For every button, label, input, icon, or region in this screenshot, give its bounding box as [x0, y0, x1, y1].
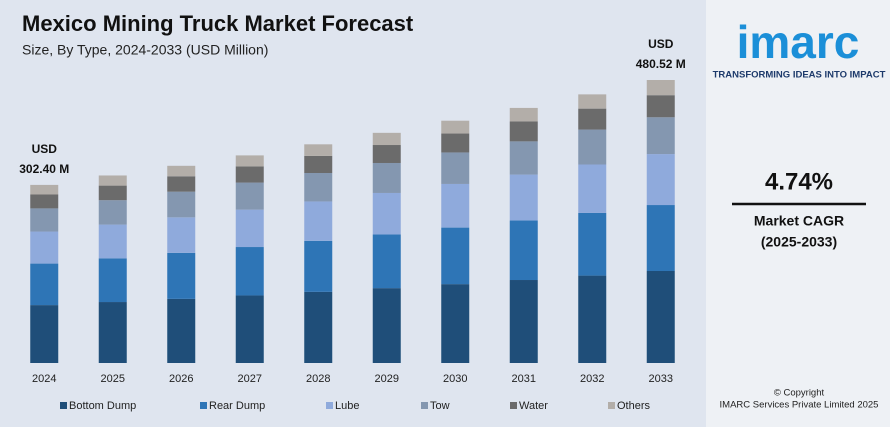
legend-swatch	[60, 402, 67, 409]
bar-segment	[509, 174, 538, 221]
bar-segment	[235, 247, 264, 296]
total-label: USD	[32, 142, 58, 156]
bar-segment	[441, 227, 470, 285]
bar-segment	[372, 192, 401, 235]
legend-label: Lube	[335, 400, 359, 412]
bar-segment	[167, 165, 196, 177]
company: IMARC Services Private Limited 2025	[720, 400, 879, 411]
bar-segment	[509, 280, 538, 363]
bar-segment	[578, 108, 607, 130]
bar-segment	[98, 224, 127, 259]
legend-swatch	[326, 402, 333, 409]
bar-segment	[235, 209, 264, 248]
bar-segment	[235, 166, 264, 183]
bar-segment	[509, 220, 538, 281]
bar-segment	[167, 191, 196, 218]
copyright: © Copyright	[774, 388, 825, 399]
legend-label: Bottom Dump	[69, 400, 136, 412]
bar-segment	[167, 176, 196, 192]
legend-label: Tow	[430, 400, 450, 412]
bar-segment	[304, 155, 333, 173]
bar-segment	[372, 132, 401, 146]
x-tick-label: 2027	[238, 373, 262, 385]
bar-segment	[235, 295, 264, 363]
bar-segment	[235, 182, 264, 210]
bar-segment	[167, 217, 196, 253]
bar-segment	[578, 212, 607, 276]
bar-segment	[98, 185, 127, 201]
bar-segment	[98, 258, 127, 303]
cagr-value: 4.74%	[765, 168, 833, 195]
bar-segment	[235, 155, 264, 167]
bar-segment	[304, 201, 333, 241]
sidebar-background	[706, 0, 890, 427]
bar-segment	[98, 200, 127, 225]
bar-segment	[509, 107, 538, 122]
chart-subtitle: Size, By Type, 2024-2033 (USD Million)	[22, 42, 268, 58]
bar-segment	[30, 184, 59, 195]
legend-swatch	[608, 402, 615, 409]
bar-segment	[30, 208, 59, 232]
logo: imarc	[737, 16, 860, 68]
bar-segment	[30, 194, 59, 209]
bar-segment	[30, 231, 59, 264]
bar-segment	[441, 284, 470, 363]
legend-swatch	[510, 402, 517, 409]
bar-segment	[578, 129, 607, 165]
tagline: TRANSFORMING IDEAS INTO IMPACT	[713, 70, 886, 81]
bar-segment	[578, 164, 607, 213]
chart-title: Mexico Mining Truck Market Forecast	[22, 11, 414, 36]
legend-label: Rear Dump	[209, 400, 265, 412]
bar-segment	[372, 288, 401, 363]
bar-segment	[304, 240, 333, 292]
bar-segment	[304, 172, 333, 202]
bar-segment	[98, 175, 127, 186]
bar-segment	[167, 252, 196, 299]
bar-segment	[30, 305, 59, 363]
x-tick-label: 2028	[306, 373, 330, 385]
total-label: 302.40 M	[19, 162, 69, 176]
bar-segment	[304, 144, 333, 156]
bar-segment	[167, 298, 196, 363]
bar-segment	[646, 95, 675, 118]
bar-segment	[30, 263, 59, 306]
total-label: USD	[648, 37, 674, 51]
bar-segment	[578, 94, 607, 109]
bar-segment	[509, 121, 538, 142]
x-tick-label: 2033	[649, 373, 673, 385]
x-tick-label: 2025	[101, 373, 125, 385]
bar-segment	[441, 152, 470, 184]
bar-segment	[646, 80, 675, 96]
bar-segment	[646, 117, 675, 155]
x-tick-label: 2030	[443, 373, 467, 385]
bar-segment	[372, 145, 401, 163]
bar-segment	[509, 141, 538, 175]
bar-segment	[98, 302, 127, 363]
legend-label: Water	[519, 400, 548, 412]
bar-segment	[646, 205, 675, 272]
x-tick-label: 2031	[512, 373, 536, 385]
bar-segment	[304, 291, 333, 363]
x-tick-label: 2026	[169, 373, 193, 385]
bar-segment	[578, 275, 607, 363]
legend-swatch	[421, 402, 428, 409]
bar-segment	[646, 154, 675, 206]
bar-segment	[372, 162, 401, 193]
bar-segment	[441, 133, 470, 153]
bar-segment	[441, 183, 470, 228]
x-tick-label: 2024	[32, 373, 56, 385]
cagr-label: Market CAGR	[754, 213, 844, 229]
bar-segment	[646, 271, 675, 363]
total-label: 480.52 M	[636, 57, 686, 71]
x-tick-label: 2029	[375, 373, 399, 385]
cagr-period: (2025-2033)	[761, 234, 837, 250]
bar-segment	[441, 120, 470, 134]
legend-label: Others	[617, 400, 651, 412]
bar-segment	[372, 234, 401, 289]
x-tick-label: 2032	[580, 373, 604, 385]
legend-swatch	[200, 402, 207, 409]
